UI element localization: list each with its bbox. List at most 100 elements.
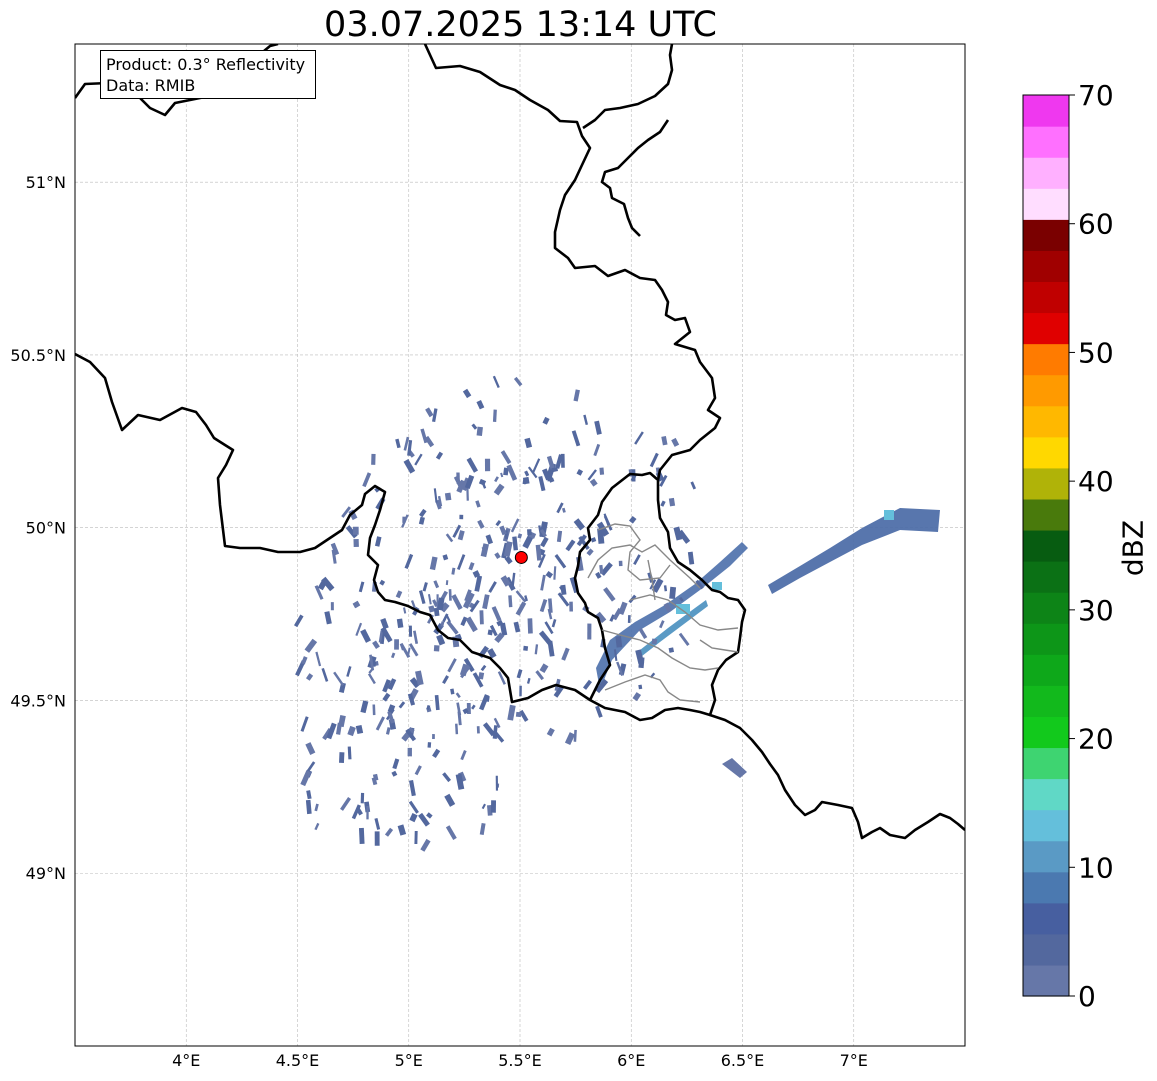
clutter-speckle [479,823,486,836]
clutter-speckle [374,536,382,547]
clutter-speckle [455,773,465,790]
clutter-speckle [526,677,531,684]
colorbar-segment [1023,436,1069,469]
clutter-speckle [544,621,554,635]
clutter-speckle [695,579,704,590]
clutter-speckle [409,677,421,689]
clutter-speckle [507,704,516,721]
region-boundary [629,594,739,631]
clutter-speckle [372,773,379,781]
rain-band-core [640,600,708,656]
colorbar-tick-label: 50 [1078,336,1114,369]
clutter-speckle [492,375,500,389]
clutter-speckle [450,688,455,695]
clutter-speckle [456,554,466,570]
clutter-speckle [471,423,478,430]
clutter-speckle [613,649,618,661]
clutter-speckle [503,467,509,476]
clutter-speckle [378,630,384,643]
clutter-speckle [671,437,680,447]
region-boundary [601,629,719,671]
clutter-speckle [408,643,419,657]
clutter-speckle [679,596,684,602]
clutter-speckle [500,450,512,465]
clutter-speckle [512,536,519,551]
clutter-speckle [500,575,511,587]
clutter-speckle [633,554,641,566]
clutter-speckle [587,469,597,481]
clutter-speckle [422,582,428,592]
map-title: 03.07.2025 13:14 UTC [324,5,717,45]
latitude-tick-label: 50°N [26,519,66,538]
clutter-speckle [442,554,449,561]
clutter-speckle [515,601,527,616]
clutter-speckle [427,594,432,605]
clutter-speckle [403,607,407,614]
clutter-speckle [599,467,605,475]
clutter-speckle [466,457,479,473]
clutter-speckle [576,534,587,547]
clutter-speckle [305,673,314,681]
clutter-speckle [460,616,468,627]
clutter-speckle [527,466,538,479]
longitude-tick-label: 4.5°E [276,1051,320,1070]
clutter-speckle [465,616,478,633]
clutter-speckle [433,645,440,652]
clutter-speckle [442,613,449,623]
clutter-speckle [353,539,359,547]
clutter-speckle [546,727,555,737]
clutter-speckle [469,599,480,613]
clutter-speckle [396,618,404,629]
clutter-speckle [482,594,490,610]
clutter-speckle [380,626,393,643]
clutter-speckle [560,453,565,468]
colorbar-segment [1023,623,1069,655]
radar-site-marker [514,550,528,564]
clutter-speckle [414,765,422,776]
clutter-speckle [571,430,581,447]
clutter-speckle [429,556,438,571]
clutter-speckle [677,529,691,544]
clutter-speckle [612,607,623,621]
colorbar-tick-label: 60 [1078,208,1114,241]
clutter-speckle [295,660,306,677]
clutter-speckle [668,497,676,507]
clutter-speckle [448,589,452,601]
clutter-speckle [634,431,644,445]
clutter-speckle [314,585,324,600]
clutter-speckle [494,552,501,560]
clutter-speckle [451,567,456,575]
clutter-speckle [335,722,342,735]
clutter-speckle [587,623,592,640]
clutter-speckle [419,508,427,518]
clutter-speckle [492,725,498,739]
clutter-speckle [442,675,449,685]
clutter-speckle [594,420,602,435]
colorbar-segment [1023,840,1069,873]
colorbar-segment [1023,933,1069,966]
border-france-belgium [75,352,591,704]
clutter-speckle [616,661,624,677]
longitude-tick-label: 6.5°E [721,1051,765,1070]
clutter-speckle [493,717,501,729]
clutter-speckle [445,825,457,840]
clutter-speckle [586,548,594,556]
longitude-tick-label: 4°E [172,1051,200,1070]
radar-echoes [293,375,940,852]
clutter-speckle [452,524,462,538]
clutter-speckle [573,518,586,531]
clutter-speckle [599,564,604,574]
clutter-speckle [413,630,419,644]
clutter-speckle [663,585,668,592]
clutter-speckle [551,466,559,473]
clutter-speckle [669,586,677,600]
clutter-speckle [374,818,381,830]
clutter-speckle [456,702,462,716]
clutter-speckle [358,827,365,844]
clutter-speckle [408,625,413,637]
clutter-speckle [432,408,438,423]
clutter-speckle [399,642,411,659]
colorbar-segment [1023,654,1069,686]
clutter-speckle [515,711,522,718]
clutter-speckle [348,509,358,521]
